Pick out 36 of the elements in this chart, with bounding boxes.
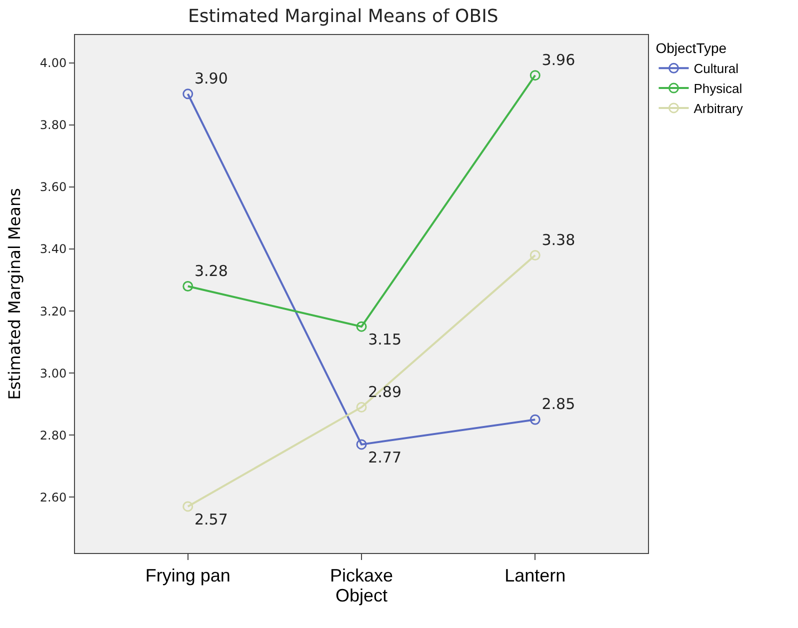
- data-label: 2.77: [368, 448, 402, 466]
- point: [356, 321, 367, 332]
- data-label: 3.38: [542, 230, 576, 249]
- y-tick-label: 2.80: [40, 428, 67, 442]
- y-tick-label: 3.00: [40, 366, 67, 380]
- data-label: 3.28: [194, 262, 228, 280]
- y-tick-label: 3.60: [40, 180, 67, 194]
- point: [356, 402, 367, 412]
- x-tick-label: Lantern: [504, 566, 566, 586]
- y-tick-label: 4.00: [40, 56, 67, 70]
- point: [182, 501, 194, 512]
- x-axis-title: Object: [335, 586, 388, 606]
- chart-title: Estimated Marginal Means of OBIS: [188, 6, 498, 28]
- point: [356, 439, 367, 450]
- point: [530, 250, 540, 260]
- y-axis-title: Estimated Marginal Means: [4, 188, 24, 400]
- data-label: 3.15: [368, 330, 402, 348]
- data-label: 3.90: [194, 70, 228, 88]
- point: [182, 88, 194, 100]
- legend-label: Cultural: [694, 61, 739, 76]
- data-label: 3.96: [542, 50, 576, 69]
- x-tick-label: Frying pan: [145, 566, 230, 586]
- x-tick-label: Pickaxe: [330, 566, 394, 586]
- legend-title: ObjectType: [656, 40, 727, 56]
- legend-label: Arbitrary: [694, 101, 744, 116]
- point: [182, 281, 194, 292]
- y-tick-label: 2.60: [40, 490, 67, 504]
- point: [530, 70, 540, 81]
- y-tick-label: 3.20: [40, 304, 67, 318]
- y-tick-label: 3.80: [40, 118, 67, 132]
- y-tick-label: 3.40: [40, 242, 67, 256]
- data-label: 2.57: [194, 510, 228, 528]
- legend-label: Physical: [694, 81, 742, 96]
- point: [530, 414, 540, 425]
- data-label: 2.85: [542, 395, 576, 414]
- data-label: 2.89: [368, 382, 402, 401]
